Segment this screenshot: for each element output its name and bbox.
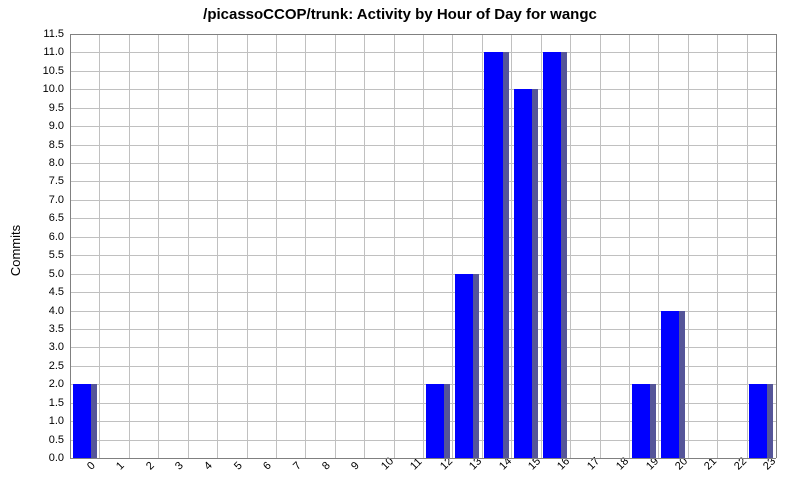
gridline — [717, 34, 718, 458]
x-tick-label: 3 — [173, 460, 186, 473]
gridline — [276, 34, 277, 458]
gridline — [570, 34, 571, 458]
y-tick-label: 3.5 — [0, 323, 64, 335]
y-tick-label: 9.0 — [0, 120, 64, 132]
axis-line — [776, 34, 777, 458]
gridline — [394, 34, 395, 458]
bar — [73, 384, 97, 458]
gridline — [188, 34, 189, 458]
y-tick-label: 11.0 — [0, 46, 64, 58]
x-tick-label: 5 — [232, 460, 245, 473]
bar — [661, 311, 685, 458]
bar — [484, 52, 508, 458]
gridline — [335, 34, 336, 458]
axis-line — [70, 34, 71, 458]
y-tick-label: 0.0 — [0, 452, 64, 464]
y-tick-label: 6.0 — [0, 231, 64, 243]
y-tick-label: 7.0 — [0, 194, 64, 206]
x-tick-label: 4 — [202, 460, 215, 473]
x-tick-label: 6 — [261, 460, 274, 473]
axis-line — [70, 458, 776, 459]
y-tick-label: 1.0 — [0, 415, 64, 427]
gridline — [423, 34, 424, 458]
bar — [632, 384, 656, 458]
gridline — [129, 34, 130, 458]
x-tick-label: 0 — [85, 460, 98, 473]
gridline — [658, 34, 659, 458]
y-tick-label: 10.5 — [0, 65, 64, 77]
bar — [749, 384, 773, 458]
gridline — [629, 34, 630, 458]
y-tick-label: 8.5 — [0, 139, 64, 151]
x-tick-label: 2 — [144, 460, 157, 473]
y-tick-label: 4.0 — [0, 305, 64, 317]
gridline — [511, 34, 512, 458]
bar — [426, 384, 450, 458]
gridline — [99, 34, 100, 458]
y-tick-label: 1.5 — [0, 397, 64, 409]
y-tick-label: 5.0 — [0, 268, 64, 280]
y-tick-label: 5.5 — [0, 249, 64, 261]
gridline — [217, 34, 218, 458]
gridline — [452, 34, 453, 458]
x-tick-label: 9 — [349, 460, 362, 473]
y-tick-label: 11.5 — [0, 28, 64, 40]
bar — [543, 52, 567, 458]
gridline — [600, 34, 601, 458]
y-tick-label: 0.5 — [0, 434, 64, 446]
y-tick-label: 2.5 — [0, 360, 64, 372]
y-tick-label: 8.0 — [0, 157, 64, 169]
x-tick-label: 8 — [320, 460, 333, 473]
x-tick-label: 7 — [291, 460, 304, 473]
gridline — [158, 34, 159, 458]
chart-container: { "chart": { "type": "bar", "title": "/p… — [0, 0, 800, 500]
bar — [455, 274, 479, 458]
gridline — [541, 34, 542, 458]
x-tick-label: 1 — [114, 460, 127, 473]
y-tick-label: 3.0 — [0, 341, 64, 353]
gridline — [364, 34, 365, 458]
y-tick-label: 6.5 — [0, 212, 64, 224]
y-tick-label: 2.0 — [0, 378, 64, 390]
y-tick-label: 9.5 — [0, 102, 64, 114]
gridline — [747, 34, 748, 458]
bar — [514, 89, 538, 458]
y-tick-label: 10.0 — [0, 83, 64, 95]
chart-title: /picassoCCOP/trunk: Activity by Hour of … — [0, 6, 800, 23]
y-tick-label: 7.5 — [0, 175, 64, 187]
gridline — [482, 34, 483, 458]
gridline — [247, 34, 248, 458]
y-tick-label: 4.5 — [0, 286, 64, 298]
gridline — [688, 34, 689, 458]
axis-line — [70, 34, 776, 35]
gridline — [305, 34, 306, 458]
